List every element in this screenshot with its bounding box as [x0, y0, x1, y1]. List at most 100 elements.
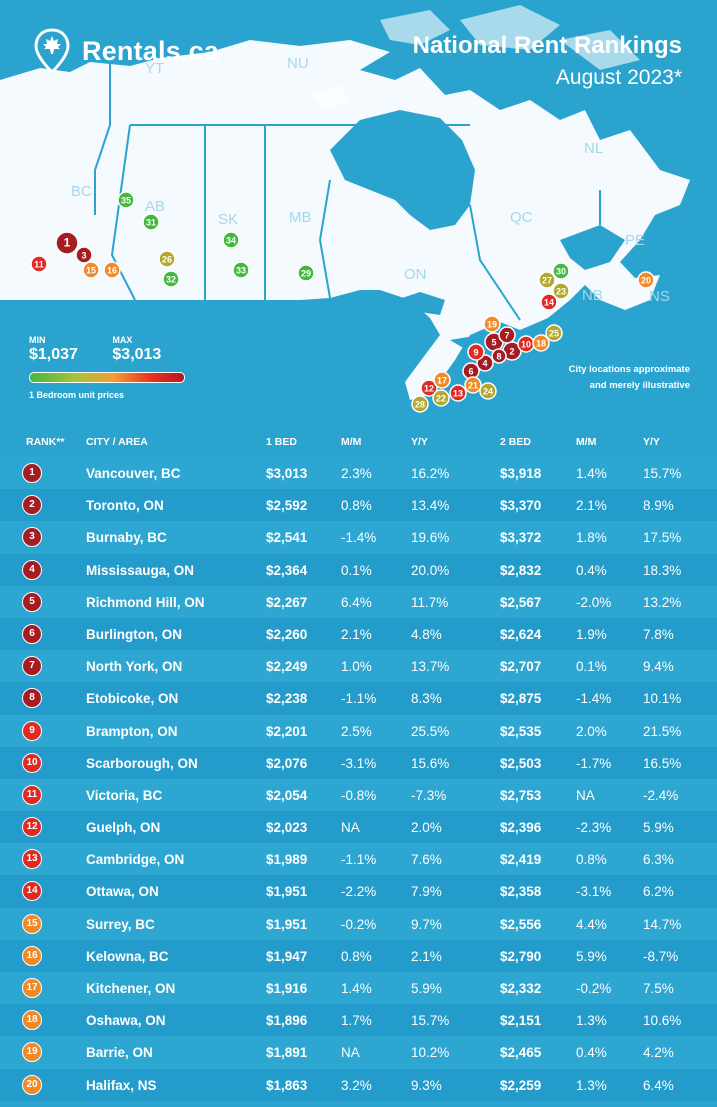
col-city: CITY / AREA — [86, 436, 148, 448]
cell-city: Richmond Hill, ON — [86, 594, 205, 610]
svg-text:PE: PE — [625, 232, 645, 249]
city-marker-label: 17 — [437, 376, 447, 386]
city-marker-dot — [103, 261, 121, 279]
cell-mm2: -1.4% — [576, 691, 612, 707]
city-marker: 10 — [517, 335, 535, 353]
cell-city: Etobicoke, ON — [86, 691, 179, 707]
cell-bed1: $1,989 — [266, 852, 308, 868]
city-marker: 14 — [540, 293, 558, 311]
city-marker-label: 30 — [556, 267, 566, 277]
cell-city: North York, ON — [86, 659, 183, 675]
cell-yy1: 7.9% — [411, 884, 442, 900]
cell-city: Scarborough, ON — [86, 755, 198, 771]
cell-yy2: -2.4% — [643, 787, 679, 803]
city-marker-label: 33 — [236, 266, 246, 276]
city-marker-label: 27 — [542, 276, 552, 286]
cell-mm2: -0.2% — [576, 981, 612, 996]
city-marker: 12 — [420, 379, 438, 397]
col-1bed-mm: M/M — [341, 436, 362, 448]
cell-mm2: 2.1% — [576, 498, 607, 514]
city-marker: 8 — [491, 348, 507, 364]
col-1bed: 1 BED — [266, 436, 297, 448]
city-marker-dot — [464, 376, 482, 394]
cell-yy1: 10.2% — [411, 1045, 450, 1061]
page-subtitle: August 2023* — [555, 66, 682, 89]
city-marker-dot — [449, 384, 467, 402]
city-marker-label: 5 — [491, 338, 496, 348]
city-marker: 13 — [449, 384, 467, 402]
city-marker: 3 — [75, 246, 93, 264]
table-row: 13 Cambridge, ON $1,989 -1.1% 7.6% $2,419 0.8%… — [0, 843, 717, 876]
cell-bed1: $1,947 — [266, 948, 308, 964]
col-rank: RANK** — [26, 436, 65, 448]
city-marker-label: 7 — [504, 331, 509, 341]
rank-badge: 10 — [22, 752, 42, 773]
cell-yy2: 6.2% — [643, 884, 674, 900]
legend-max: MAX $3,013 — [112, 335, 161, 364]
cell-yy1: 19.6% — [411, 530, 450, 546]
cell-city: Vancouver, BC — [86, 466, 181, 481]
cell-mm1: -0.8% — [341, 787, 377, 803]
table-row: 6 Burlington, ON $2,260 2.1% 4.8% $2,624 1.9% 7… — [0, 617, 717, 651]
table-row: 10 Scarborough, ON $2,076 -3.1% 15.6% $2,503 -… — [0, 746, 717, 779]
maple-leaf-pin-icon — [34, 28, 70, 74]
cell-yy1: 9.7% — [411, 916, 442, 932]
rank-badge: 15 — [22, 913, 42, 934]
cell-yy2: 13.2% — [643, 594, 682, 610]
cell-yy1: 4.8% — [411, 626, 442, 642]
cell-bed2: $2,151 — [500, 1013, 542, 1029]
city-marker: 17 — [433, 371, 451, 389]
cell-bed1: $1,916 — [266, 981, 308, 996]
cell-bed2: $2,875 — [500, 691, 542, 707]
city-marker: 28 — [411, 395, 429, 413]
cell-mm2: NA — [576, 787, 595, 803]
cell-mm1: NA — [341, 820, 360, 836]
city-marker-label: 3 — [81, 251, 86, 261]
cell-mm2: 0.4% — [576, 1045, 607, 1061]
city-marker-label: 28 — [415, 400, 425, 410]
city-marker-label: 6 — [468, 367, 473, 377]
table-row: 9 Brampton, ON $2,201 2.5% 25.5% $2,535 2.0% 21… — [0, 714, 717, 747]
city-marker-label: 8 — [496, 352, 501, 362]
rank-badge: 5 — [22, 591, 42, 612]
cell-city: Mississauga, ON — [86, 562, 195, 578]
cell-yy1: 2.0% — [411, 820, 442, 836]
city-marker: 30 — [552, 262, 570, 280]
cell-mm1: 0.1% — [341, 562, 372, 578]
cell-yy1: 16.2% — [411, 466, 450, 481]
cell-bed2: $2,419 — [500, 852, 542, 868]
cell-bed2: $2,259 — [500, 1077, 542, 1093]
city-marker: 7 — [498, 326, 516, 344]
table-row: 20 Halifax, NS $1,863 3.2% 9.3% $2,259 1.3% 6.4… — [0, 1068, 717, 1101]
rank-badge: 17 — [22, 978, 42, 998]
gulf-st-lawrence — [560, 225, 625, 270]
table-row: 19 Barrie, ON $1,891 NA 10.2% $2,465 0.4% 4.2% — [0, 1036, 717, 1069]
city-marker-label: 32 — [166, 275, 176, 285]
cell-mm2: 0.1% — [576, 659, 607, 675]
city-marker-label: 4 — [482, 359, 487, 369]
brand-name: Rentals.ca — [82, 35, 220, 66]
cell-bed2: $2,535 — [500, 723, 542, 739]
legend-min-label: MIN — [29, 335, 46, 345]
city-marker-label: 15 — [86, 266, 96, 276]
cell-yy2: 6.4% — [643, 1077, 674, 1093]
col-1bed-yy: Y/Y — [411, 436, 428, 448]
svg-text:NL: NL — [584, 140, 603, 157]
cell-mm1: 1.4% — [341, 981, 372, 996]
city-marker-label: 12 — [424, 384, 434, 394]
great-lakes — [390, 292, 490, 352]
cell-yy2: 9.4% — [643, 659, 674, 675]
cell-bed1: $2,267 — [266, 594, 308, 610]
cell-bed2: $3,372 — [500, 530, 542, 546]
svg-text:NB: NB — [582, 287, 603, 304]
cell-mm1: 1.0% — [341, 659, 372, 675]
legend-max-value: $3,013 — [112, 346, 162, 363]
city-marker: 20 — [637, 271, 655, 289]
city-marker-dot — [420, 379, 438, 397]
table-row: 1 Vancouver, BC $3,013 2.3% 16.2% $3,918 1.4% 1… — [0, 457, 717, 490]
cell-mm2: 2.0% — [576, 723, 607, 739]
city-marker-dot — [222, 231, 240, 249]
city-marker: 31 — [142, 213, 160, 231]
rank-badge: 18 — [22, 1010, 42, 1031]
